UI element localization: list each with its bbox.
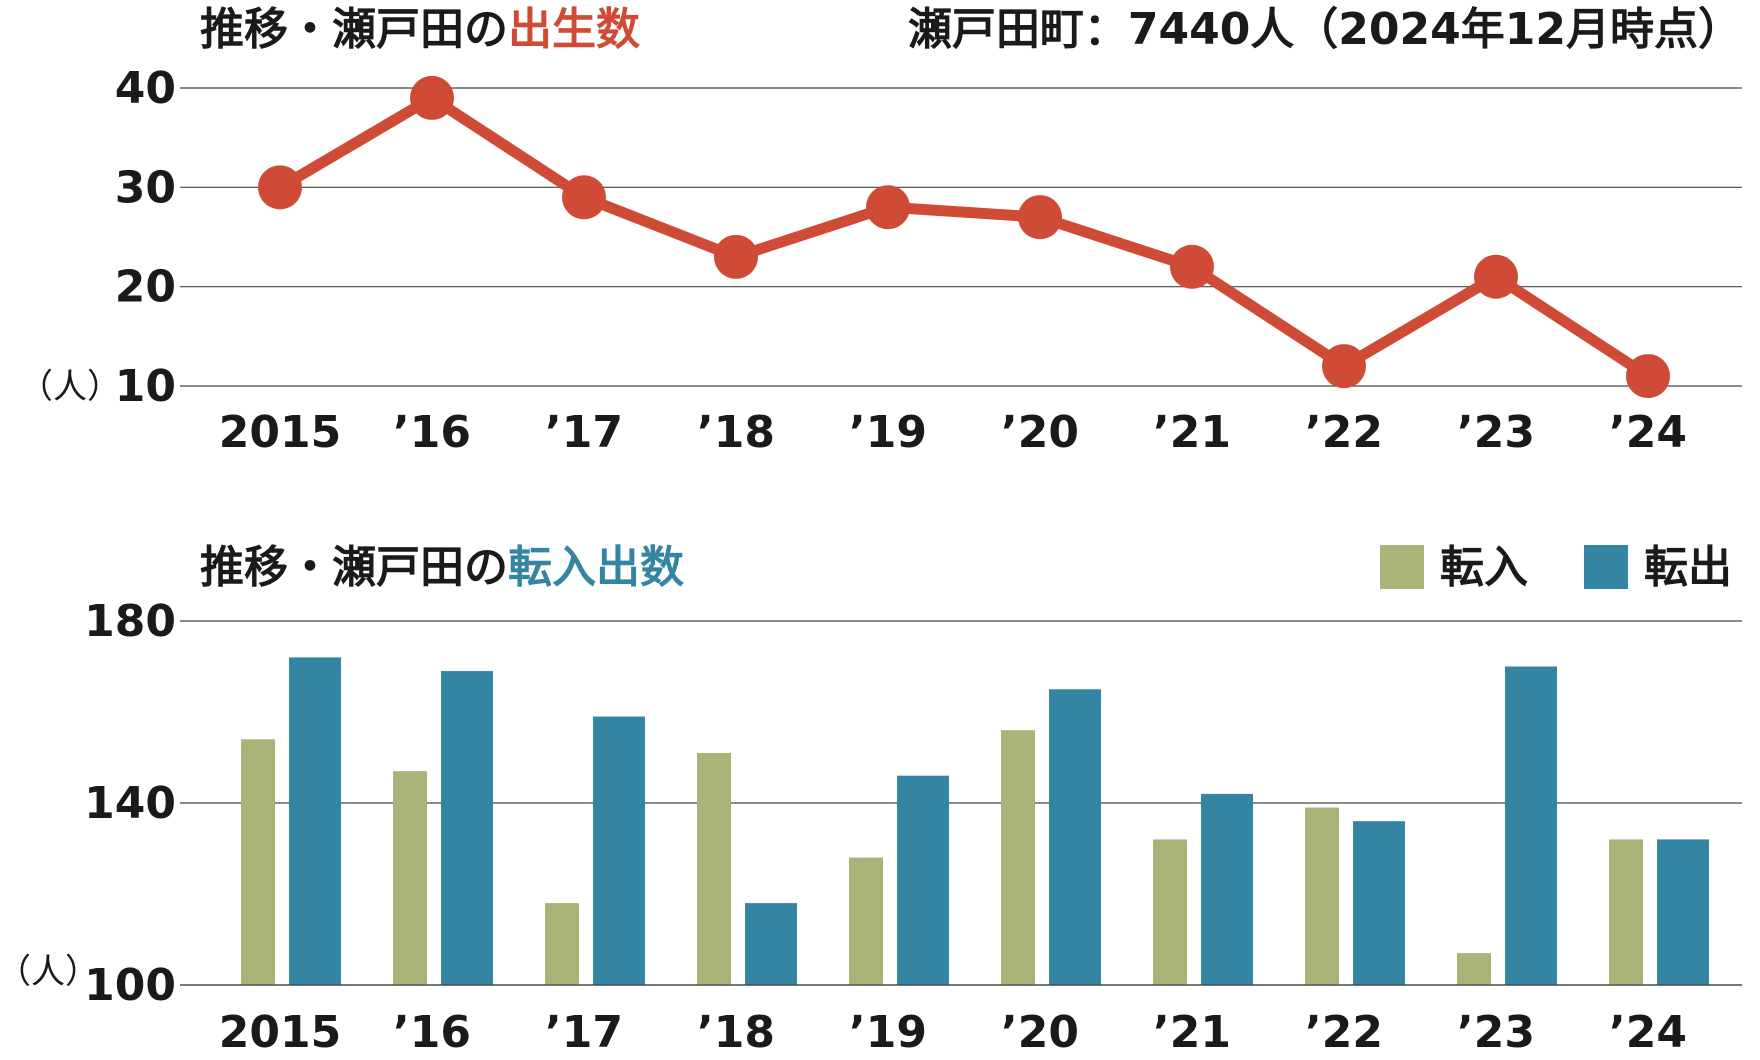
population-subtitle: 瀬戸田町：7440人（2024年12月時点） (908, 4, 1742, 55)
bar-out (1049, 689, 1101, 985)
y-tick-label: 10 (115, 361, 176, 412)
bar-in (1457, 953, 1491, 985)
birth-data-point (562, 175, 606, 220)
birth-data-point (1626, 354, 1670, 399)
birth-data-point (1322, 344, 1366, 389)
bar-out (1201, 793, 1253, 985)
y-tick-label: 100 (84, 960, 176, 1011)
x-tick-label: ’20 (1001, 1007, 1079, 1058)
bar-out (441, 671, 493, 985)
birth-data-point (866, 185, 910, 230)
birth-data-point (1170, 244, 1214, 289)
birth-series-line (277, 92, 1652, 381)
x-tick-label: ’18 (697, 407, 775, 458)
x-tick-label: ’17 (545, 1007, 623, 1058)
x-tick-label: ’22 (1305, 407, 1383, 458)
legend-swatch-out (1584, 545, 1628, 589)
birth-data-point (410, 75, 454, 120)
bar-out (1505, 666, 1557, 985)
bar-out (1353, 821, 1405, 985)
x-tick-label: 2015 (219, 407, 341, 458)
y-tick-label: 20 (115, 262, 176, 313)
migration-chart-title: 推移・瀬戸田の転入出数 (200, 542, 684, 593)
x-tick-label: ’16 (393, 1007, 471, 1058)
bar-in (1001, 730, 1035, 985)
y-tick-label: 180 (84, 596, 176, 647)
birth-data-point (714, 234, 758, 279)
birth-data-point (1018, 195, 1062, 240)
y-tick-label: 40 (115, 63, 176, 114)
x-tick-label: ’19 (849, 1007, 927, 1058)
bar-in (241, 739, 275, 985)
x-tick-label: ’24 (1609, 407, 1687, 458)
x-tick-label: ’23 (1457, 1007, 1535, 1058)
birth-data-point (258, 165, 302, 210)
x-tick-label: ’21 (1153, 1007, 1231, 1058)
legend-label-out: 転出 (1644, 542, 1732, 593)
bar-in (1609, 839, 1643, 985)
bar-in (393, 771, 427, 985)
bar-out (289, 657, 341, 985)
x-tick-label: ’18 (697, 1007, 775, 1058)
y-unit-label: （人） (19, 367, 121, 407)
x-tick-label: ’21 (1153, 407, 1231, 458)
bar-out (1657, 839, 1709, 985)
bar-in (1305, 807, 1339, 985)
x-tick-label: 2015 (219, 1007, 341, 1058)
x-tick-label: ’23 (1457, 407, 1535, 458)
bar-out (897, 775, 949, 985)
bar-out (593, 716, 645, 985)
birth-data-point (1474, 254, 1518, 299)
bar-in (1153, 839, 1187, 985)
bar-out (745, 903, 797, 985)
x-tick-label: ’24 (1609, 1007, 1687, 1058)
legend-label-in: 転入 (1440, 542, 1528, 593)
bar-in (849, 857, 883, 985)
x-tick-label: ’19 (849, 407, 927, 458)
x-tick-label: ’17 (545, 407, 623, 458)
birth-chart-title: 推移・瀬戸田の出生数 (200, 4, 640, 55)
migration-bar-chart: 180 140 100（人） 2015 ’16 ’17 ’18 ’19 ’20 ’21 ’22 ’23… (0, 596, 1742, 1058)
bar-in (545, 903, 579, 985)
legend-swatch-in (1380, 545, 1424, 589)
x-tick-label: ’16 (393, 407, 471, 458)
y-tick-label: 30 (115, 162, 176, 213)
migration-legend: 転入 転出 (1380, 542, 1732, 593)
x-tick-label: ’22 (1305, 1007, 1383, 1058)
birth-line-chart: 40 30 20 10（人） 2015 ’16 ’17 ’18 ’19 ’20 ’21 ’22 ’23 ’… (19, 63, 1742, 458)
y-unit-label: （人） (0, 952, 99, 992)
bar-in (697, 752, 731, 985)
y-tick-label: 140 (84, 778, 176, 829)
x-tick-label: ’20 (1001, 407, 1079, 458)
